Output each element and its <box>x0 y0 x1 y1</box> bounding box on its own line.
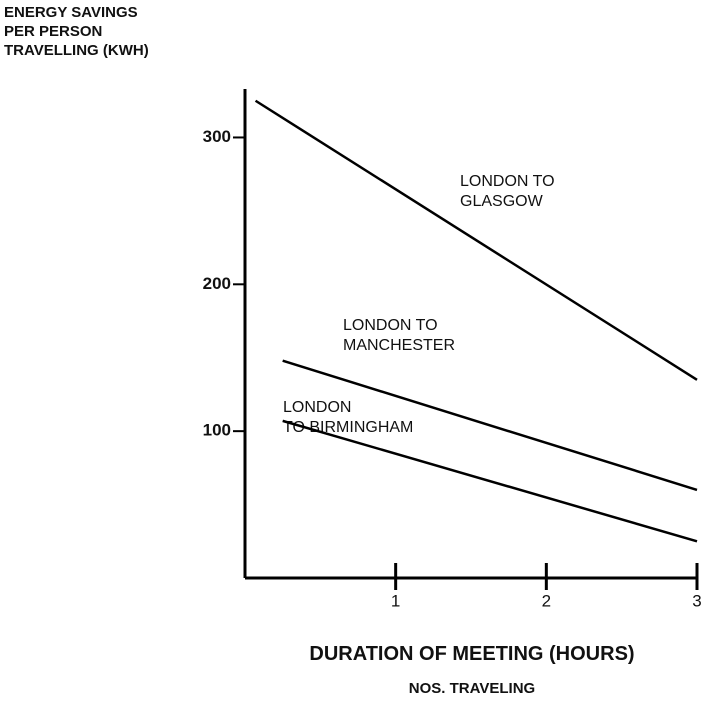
y-axis-title: ENERGY SAVINGS PER PERSON TRAVELLING (KW… <box>4 4 149 59</box>
x-tick-label: 1 <box>391 591 400 610</box>
series-label: LONDON TO BIRMINGHAM <box>283 399 414 436</box>
y-tick-label: 300 <box>203 127 231 146</box>
y-tick-label: 100 <box>203 421 231 440</box>
series-label: LONDON TO GLASGOW <box>460 173 555 210</box>
x-tick-label: 2 <box>542 591 551 610</box>
series-line <box>282 359 698 492</box>
x-tick-label: 3 <box>692 591 701 610</box>
series-line <box>282 419 698 543</box>
x-axis-subtitle: NOS. TRAVELING <box>408 680 536 697</box>
series-label: LONDON TO MANCHESTER <box>343 317 456 354</box>
series-line <box>254 99 698 381</box>
x-axis-title: DURATION OF MEETING (HOURS) <box>309 643 635 665</box>
y-tick-label: 200 <box>203 274 231 293</box>
